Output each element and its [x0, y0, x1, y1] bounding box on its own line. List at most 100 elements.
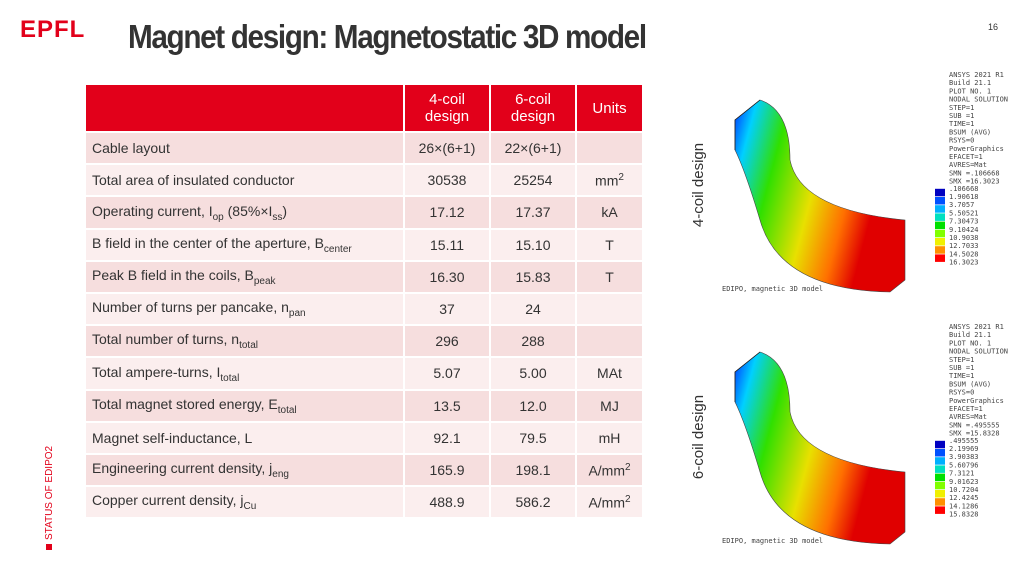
row: Peak B field in the coils, Bpeak 16.30 15.… [84, 259, 644, 294]
ansys-info: RSYS=0 [949, 389, 974, 397]
value-cell: 5.07 [403, 356, 491, 391]
superscript: 2 [625, 461, 631, 473]
figure-label: 6-coil design [690, 395, 707, 479]
row: Engineering current density, jeng 165.9 19… [84, 452, 644, 488]
legend-swatch [935, 229, 945, 238]
legend-value: 12.4245 [949, 494, 979, 502]
ansys-info: ANSYS 2021 R1 [949, 323, 1004, 331]
header-cell: 6-coil design [489, 83, 577, 133]
legend-value: 5.50521 [949, 209, 979, 217]
ansys-info: PowerGraphics [949, 397, 1004, 405]
superscript: 2 [618, 171, 624, 183]
value-cell: 17.37 [489, 195, 577, 230]
unit-cell: MAt [575, 356, 644, 391]
ansys-info: BSUM (AVG) [949, 380, 991, 388]
row: Number of turns per pancake, npan 37 24 [84, 291, 644, 327]
ansys-info: STEP=1 [949, 356, 974, 364]
unit-cell [575, 324, 644, 359]
legend-swatch [935, 506, 945, 514]
unit-cell [575, 291, 644, 327]
section-marker [46, 544, 52, 550]
text: MAt [597, 365, 622, 382]
legend-swatch [935, 197, 945, 205]
row-label: Total number of turns, ntotal [84, 324, 405, 359]
row-label: Cable layout [84, 130, 405, 166]
value-cell: 92.1 [403, 420, 491, 455]
ansys-info: PLOT NO. 1 [949, 339, 991, 347]
subscript: total [239, 340, 258, 352]
row-label: Magnet self-inductance, L [84, 420, 405, 455]
unit-cell: T [575, 227, 644, 262]
ansys-info: AVRES=Mat [949, 413, 987, 421]
legend-swatch [935, 457, 945, 465]
magnet-6coil [734, 351, 906, 545]
value-cell: 13.5 [403, 388, 491, 423]
title: Magnet design: Magnetostatic 3D model [128, 18, 647, 55]
text: Total number of turns, n [92, 331, 240, 348]
row-label: Total ampere-turns, Itotal [84, 356, 405, 391]
legend-value: 10.9038 [949, 234, 979, 242]
legend-swatch [935, 221, 945, 230]
text: Total magnet stored energy, E [92, 395, 278, 412]
ansys-info: NODAL SOLUTION [949, 96, 1008, 104]
value-cell: 37 [403, 291, 491, 327]
row-label: Total magnet stored energy, Etotal [84, 388, 405, 423]
unit-cell: T [575, 259, 644, 294]
text: Total area of insulated conductor [92, 172, 295, 189]
text: T [605, 268, 614, 285]
ansys-info: SMN =.495555 [949, 421, 1000, 429]
legend-swatch [935, 213, 945, 221]
legend-value: 12.7033 [949, 242, 979, 250]
legend-value: .106668 [949, 185, 979, 193]
legend-swatch [935, 246, 945, 254]
ansys-info: STEP=1 [949, 104, 974, 112]
text: Peak B field in the coils, B [92, 266, 254, 283]
ansys-info: SUB =1 [949, 112, 974, 120]
subscript: eng [272, 468, 289, 480]
legend-swatch [935, 449, 945, 457]
ansys-info: SMX =15.8328 [949, 430, 1000, 438]
value-cell: 24 [489, 291, 577, 327]
legend-value: 16.3023 [949, 259, 979, 267]
value-cell: 25254 [489, 163, 577, 198]
superscript: 2 [625, 493, 631, 505]
legend-swatch [935, 205, 945, 213]
legend-value: 9.10424 [949, 226, 979, 234]
row: Operating current, Iop (85%×Iss) 17.12 17.… [84, 195, 644, 230]
ansys-info: EFACET=1 [949, 405, 983, 413]
value-cell: 5.00 [489, 356, 577, 391]
legend-value: 1.90618 [949, 193, 979, 201]
ansys-info: PLOT NO. 1 [949, 87, 991, 95]
logo: EPFL [20, 16, 86, 43]
figure-label: 4-coil design [690, 143, 707, 227]
legend-swatch [935, 481, 945, 490]
value-cell: 12.0 [489, 388, 577, 423]
ansys-info: Build 21.1 [949, 331, 991, 339]
ansys-info: EFACET=1 [949, 153, 983, 161]
text: Operating current, I [92, 202, 213, 219]
subscript: center [323, 243, 352, 255]
value-cell: 288 [489, 324, 577, 359]
row-label: B field in the center of the aperture, B… [84, 227, 405, 262]
text: A/mm [588, 462, 625, 479]
text: Cable layout [92, 140, 170, 157]
unit-cell: mH [575, 420, 644, 455]
text: Number of turns per pancake, n [92, 299, 289, 316]
legend-value: 14.5028 [949, 250, 979, 258]
header-cell: 4-coil design [403, 83, 491, 133]
ansys-info: BSUM (AVG) [949, 128, 991, 136]
ansys-info: TIME=1 [949, 120, 974, 128]
header-cell [84, 83, 405, 133]
ansys-info: NODAL SOLUTION [949, 348, 1008, 356]
figure-caption: EDIPO, magnetic 3D model [722, 285, 823, 293]
legend-value: 3.90383 [949, 453, 979, 461]
value-cell: 15.83 [489, 259, 577, 294]
legend-swatch [935, 188, 945, 197]
row: Total magnet stored energy, Etotal 13.5 12… [84, 388, 644, 423]
legend-swatch [935, 440, 945, 449]
figure-caption: EDIPO, magnetic 3D model [722, 537, 823, 545]
ansys-info: TIME=1 [949, 372, 974, 380]
header-cell: Units [575, 83, 644, 133]
ansys-info: PowerGraphics [949, 145, 1004, 153]
